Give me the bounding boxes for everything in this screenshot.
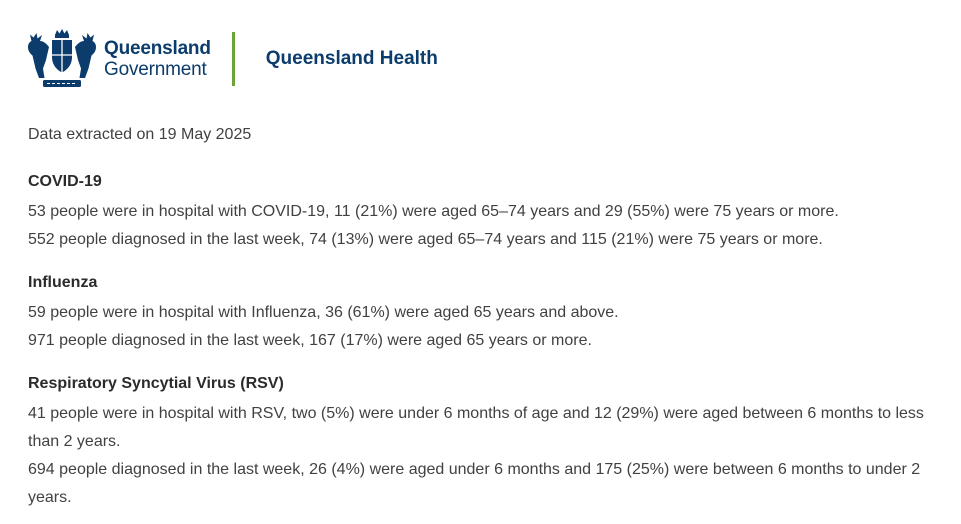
section-covid-19: COVID-19 53 people were in hospital with…	[28, 170, 933, 254]
section-heading-influenza: Influenza	[28, 274, 98, 291]
data-extracted-note: Data extracted on 19 May 2025	[28, 126, 252, 143]
logo-text-government: Government	[104, 59, 207, 80]
influenza-hospital-stat: 59 people were in hospital with Influenz…	[28, 304, 619, 321]
header-divider	[231, 32, 235, 86]
covid-diagnosed-stat: 552 people diagnosed in the last week, 7…	[28, 231, 823, 248]
section-influenza: Influenza 59 people were in hospital wit…	[28, 271, 933, 355]
queensland-coat-of-arms-icon	[28, 28, 96, 90]
rsv-diagnosed-stat: 694 people diagnosed in the last week, 2…	[28, 461, 921, 506]
logo-wordmark: Queensland Government	[104, 38, 211, 80]
header: Queensland Government Queensland Health	[0, 0, 961, 90]
qld-government-logo-link[interactable]: Queensland Government	[28, 28, 211, 90]
site-title-queensland-health[interactable]: Queensland Health	[265, 48, 438, 69]
rsv-hospital-stat: 41 people were in hospital with RSV, two…	[28, 405, 924, 450]
logo-text-queensland: Queensland	[104, 38, 211, 59]
influenza-diagnosed-stat: 971 people diagnosed in the last week, 1…	[28, 332, 592, 349]
covid-hospital-stat: 53 people were in hospital with COVID-19…	[28, 203, 839, 220]
section-rsv: Respiratory Syncytial Virus (RSV) 41 peo…	[28, 372, 933, 512]
content: Data extracted on 19 May 2025 COVID-19 5…	[0, 123, 961, 512]
section-heading-rsv: Respiratory Syncytial Virus (RSV)	[28, 375, 284, 392]
section-heading-covid-19: COVID-19	[28, 173, 102, 190]
